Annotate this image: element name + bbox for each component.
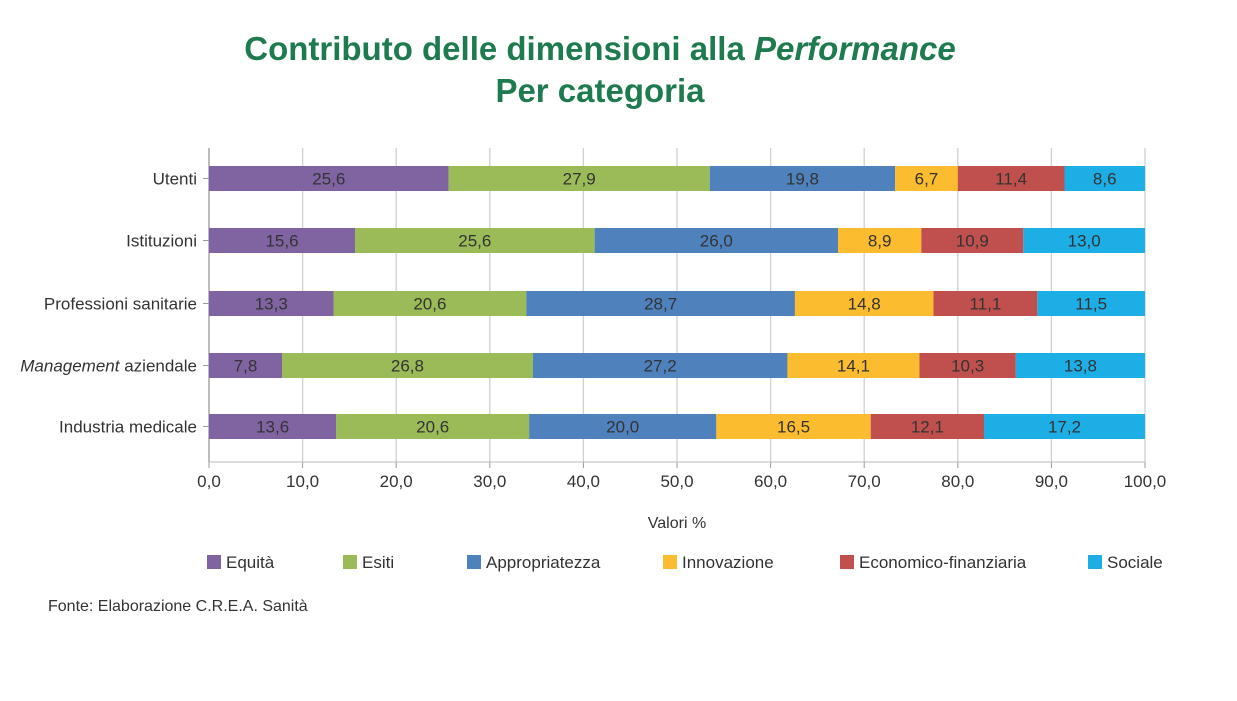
bar-segment xyxy=(209,291,334,316)
data-label: 10,9 xyxy=(956,232,989,251)
bar-segment xyxy=(532,353,788,378)
category-label: Management aziendale xyxy=(20,357,197,376)
bar-segment xyxy=(984,414,1145,439)
x-tick-label: 100,0 xyxy=(1124,472,1167,491)
bar-segment xyxy=(709,166,896,191)
data-label: 13,0 xyxy=(1068,232,1101,251)
legend-label: Sociale xyxy=(1107,553,1163,572)
x-tick-label: 40,0 xyxy=(567,472,600,491)
data-label: 13,6 xyxy=(256,418,289,437)
data-label: 7,8 xyxy=(234,357,258,376)
chart-title: Contributo delle dimensioni alla Perform… xyxy=(0,30,1200,68)
legend-label: Esiti xyxy=(362,553,394,572)
data-label: 20,6 xyxy=(413,295,446,314)
category-label: Istituzioni xyxy=(126,232,197,251)
bar-segment xyxy=(921,228,1024,253)
data-label: 27,9 xyxy=(563,170,596,189)
data-label: 20,6 xyxy=(416,418,449,437)
data-label: 27,2 xyxy=(644,357,677,376)
bar-segment xyxy=(837,228,922,253)
legend-swatch xyxy=(840,555,854,569)
data-label: 14,1 xyxy=(837,357,870,376)
x-tick-label: 90,0 xyxy=(1035,472,1068,491)
x-tick-label: 0,0 xyxy=(197,472,221,491)
source-note: Fonte: Elaborazione C.R.E.A. Sanità xyxy=(48,598,308,615)
category-label: Professioni sanitarie xyxy=(44,295,197,314)
legend-label: Appropriatezza xyxy=(486,553,601,572)
data-label: 26,8 xyxy=(391,357,424,376)
bar-segment xyxy=(355,228,595,253)
bar-segment xyxy=(333,291,527,316)
bar-segment xyxy=(1064,166,1145,191)
data-label: 8,9 xyxy=(868,232,892,251)
data-label: 13,3 xyxy=(255,295,288,314)
legend-label: Equità xyxy=(226,553,275,572)
data-label: 15,6 xyxy=(265,232,298,251)
bar-segment xyxy=(957,166,1065,191)
data-label: 10,3 xyxy=(951,357,984,376)
data-label: 11,4 xyxy=(995,170,1027,189)
chart-title-italic: Performance xyxy=(753,30,956,67)
data-label: 11,1 xyxy=(969,295,1001,314)
bar-segment xyxy=(787,353,920,378)
bar-segment xyxy=(336,414,530,439)
bar-segment xyxy=(448,166,710,191)
data-label: 26,0 xyxy=(700,232,733,251)
data-label: 28,7 xyxy=(644,295,677,314)
bar-segment xyxy=(870,414,985,439)
data-label: 12,1 xyxy=(911,418,944,437)
category-label: Utenti xyxy=(153,170,197,189)
legend-swatch xyxy=(663,555,677,569)
bar-segment xyxy=(526,291,795,316)
data-label: 6,7 xyxy=(915,170,939,189)
bar-segment xyxy=(282,353,533,378)
bar-segment xyxy=(594,228,838,253)
data-label: 20,0 xyxy=(606,418,639,437)
x-tick-label: 80,0 xyxy=(941,472,974,491)
legend-swatch xyxy=(467,555,481,569)
bar-segment xyxy=(794,291,934,316)
legend-label: Economico-finanziaria xyxy=(859,553,1027,572)
x-tick-label: 60,0 xyxy=(754,472,787,491)
data-label: 11,5 xyxy=(1075,295,1107,314)
bar-segment xyxy=(919,353,1016,378)
x-tick-label: 30,0 xyxy=(473,472,506,491)
bar-segment xyxy=(1015,353,1145,378)
x-tick-label: 20,0 xyxy=(380,472,413,491)
x-tick-label: 70,0 xyxy=(848,472,881,491)
bar-segment xyxy=(933,291,1038,316)
x-axis-title: Valori % xyxy=(648,515,706,532)
bar-segment xyxy=(209,353,283,378)
bar-segment xyxy=(1023,228,1145,253)
x-tick-label: 50,0 xyxy=(660,472,693,491)
data-label: 13,8 xyxy=(1064,357,1097,376)
legend-swatch xyxy=(1088,555,1102,569)
bar-segment xyxy=(209,228,356,253)
bar-segment xyxy=(209,166,449,191)
bar-segment xyxy=(895,166,958,191)
data-label: 19,8 xyxy=(786,170,819,189)
chart-title-main: Contributo delle dimensioni alla xyxy=(244,30,754,67)
data-label: 17,2 xyxy=(1048,418,1081,437)
data-label: 25,6 xyxy=(458,232,491,251)
data-label: 25,6 xyxy=(312,170,345,189)
chart-subtitle: Per categoria xyxy=(495,72,705,109)
bar-segment xyxy=(716,414,871,439)
bar-segment xyxy=(1037,291,1145,316)
x-tick-label: 10,0 xyxy=(286,472,319,491)
legend-label: Innovazione xyxy=(682,553,774,572)
data-label: 8,6 xyxy=(1093,170,1117,189)
data-label: 14,8 xyxy=(848,295,881,314)
legend-swatch xyxy=(343,555,357,569)
data-label: 16,5 xyxy=(777,418,810,437)
category-label: Industria medicale xyxy=(59,418,197,437)
bar-segment xyxy=(529,414,717,439)
legend-swatch xyxy=(207,555,221,569)
bar-segment xyxy=(209,414,337,439)
